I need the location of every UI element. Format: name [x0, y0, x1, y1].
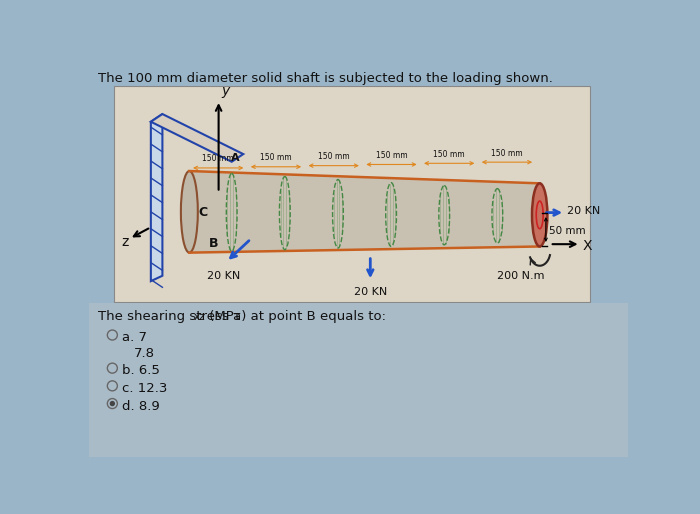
- Text: xz: xz: [194, 312, 206, 322]
- Text: 7.8: 7.8: [134, 346, 155, 360]
- Text: a. 7: a. 7: [122, 331, 146, 344]
- Text: X: X: [583, 238, 592, 253]
- Text: 150 mm: 150 mm: [318, 152, 349, 161]
- Text: 150 mm: 150 mm: [202, 154, 234, 163]
- Text: 20 KN: 20 KN: [207, 271, 241, 281]
- Text: 150 mm: 150 mm: [260, 153, 292, 162]
- Text: z: z: [122, 235, 129, 249]
- Text: 150 mm: 150 mm: [433, 150, 465, 159]
- Text: 50 mm: 50 mm: [549, 226, 586, 236]
- Ellipse shape: [181, 171, 198, 253]
- Text: 200 N.m: 200 N.m: [497, 271, 545, 281]
- Text: 150 mm: 150 mm: [491, 149, 523, 158]
- Bar: [90, 303, 629, 457]
- Text: 150 mm: 150 mm: [376, 151, 407, 160]
- Text: A: A: [231, 153, 240, 163]
- Text: 20 KN: 20 KN: [354, 286, 387, 297]
- Text: d. 8.9: d. 8.9: [122, 400, 160, 413]
- Polygon shape: [151, 114, 162, 281]
- Circle shape: [110, 401, 115, 406]
- Text: B: B: [209, 237, 218, 250]
- Ellipse shape: [532, 183, 547, 247]
- Bar: [114, 86, 589, 302]
- Text: y: y: [221, 84, 229, 98]
- Text: 20 KN: 20 KN: [567, 206, 600, 216]
- Text: The shearing stress τ: The shearing stress τ: [99, 309, 241, 323]
- Polygon shape: [151, 114, 244, 162]
- Text: c. 12.3: c. 12.3: [122, 382, 167, 395]
- Text: The 100 mm diameter solid shaft is subjected to the loading shown.: The 100 mm diameter solid shaft is subje…: [99, 72, 554, 85]
- Text: C: C: [199, 206, 208, 219]
- Polygon shape: [189, 171, 540, 253]
- Text: b. 6.5: b. 6.5: [122, 364, 160, 377]
- Text: (MPa) at point B equals to:: (MPa) at point B equals to:: [204, 309, 386, 323]
